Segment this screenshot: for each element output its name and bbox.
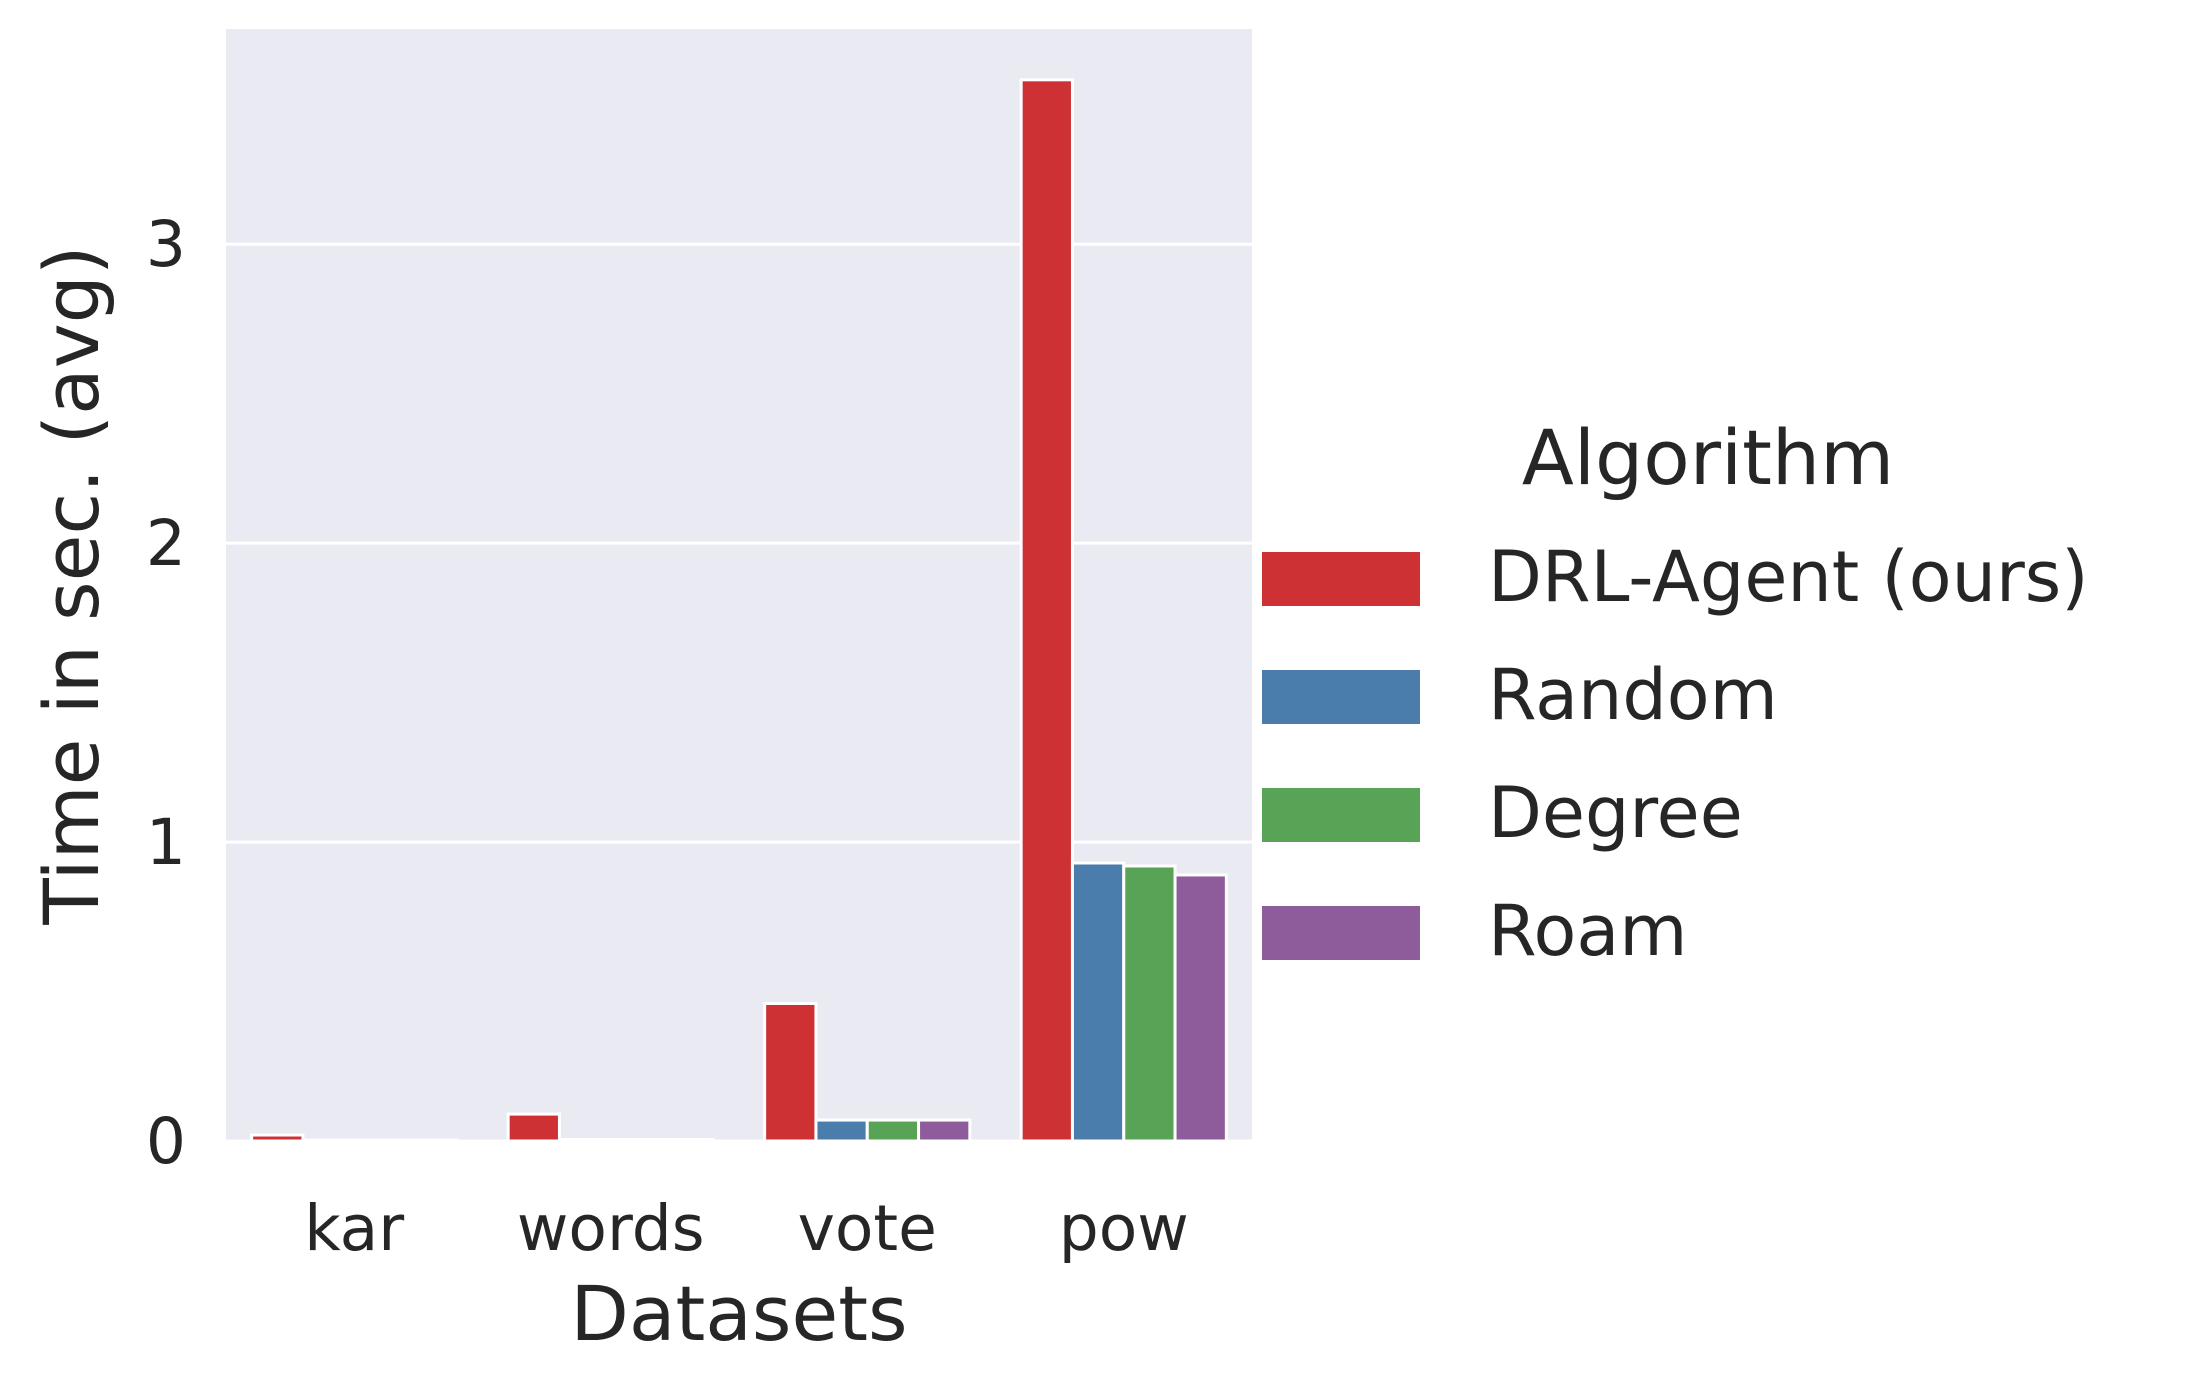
legend-label: Roam xyxy=(1488,890,1687,972)
legend-label: DRL-Agent (ours) xyxy=(1488,536,2089,618)
legend-swatch xyxy=(1262,788,1420,842)
bar-words-2 xyxy=(609,1138,664,1143)
bar-pow-0 xyxy=(1019,78,1074,1143)
y-tick-label: 1 xyxy=(146,806,186,879)
bar-kar-0 xyxy=(250,1133,305,1143)
y-tick-label: 0 xyxy=(146,1105,186,1178)
bar-vote-0 xyxy=(763,1001,818,1143)
x-tick-label: vote xyxy=(798,1192,937,1265)
bar-words-1 xyxy=(557,1138,613,1143)
bar-words-3 xyxy=(660,1138,715,1143)
bar-vote-3 xyxy=(917,1118,972,1143)
bar-words-0 xyxy=(506,1112,561,1143)
legend: Algorithm DRL-Agent (ours) Random Degree Ro… xyxy=(1262,413,2089,972)
y-axis-title: Time in sec. (avg) xyxy=(27,245,116,925)
bar-kar-2 xyxy=(352,1138,408,1143)
legend-title: Algorithm xyxy=(1522,413,1894,502)
bar-kar-3 xyxy=(404,1138,459,1143)
y-tick-label: 3 xyxy=(146,208,186,281)
x-axis-title: Datasets xyxy=(570,1269,907,1358)
bar-vote-1 xyxy=(814,1118,869,1143)
x-tick-label: pow xyxy=(1059,1192,1189,1265)
legend-swatch xyxy=(1262,670,1420,724)
bar-kar-1 xyxy=(301,1138,356,1143)
legend-swatch xyxy=(1262,906,1420,960)
legend-label: Random xyxy=(1488,654,1778,736)
legend-label: Degree xyxy=(1488,772,1743,854)
bar-vote-2 xyxy=(865,1118,921,1143)
x-tick-label: kar xyxy=(304,1192,404,1265)
legend-swatch xyxy=(1262,552,1420,606)
bar-pow-3 xyxy=(1173,873,1228,1143)
bar-pow-2 xyxy=(1122,864,1177,1143)
bar-pow-1 xyxy=(1070,861,1126,1143)
y-tick-label: 2 xyxy=(146,507,186,580)
x-tick-label: words xyxy=(517,1192,705,1265)
